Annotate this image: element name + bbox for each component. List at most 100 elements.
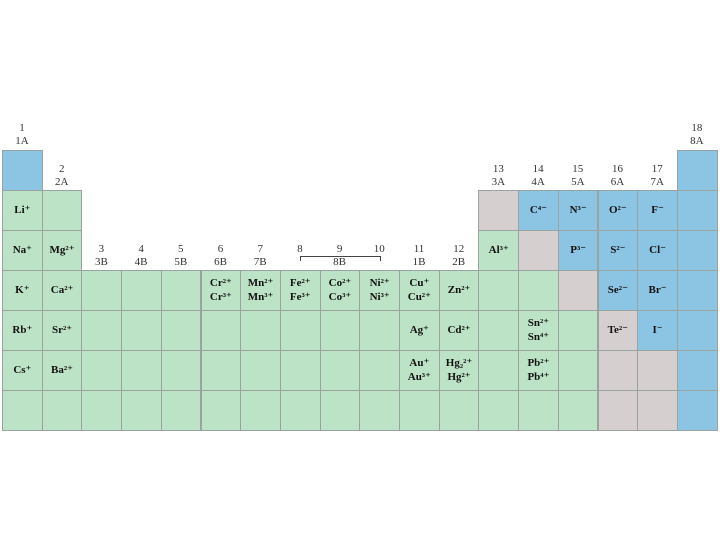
element-cell: Au⁺ Au³⁺ <box>399 350 440 391</box>
element-cell <box>359 310 400 351</box>
group-class: 6A <box>610 176 625 189</box>
ion-label: C⁴⁻ <box>529 203 547 216</box>
ion-label: Pb²⁺ <box>527 356 550 369</box>
element-cell: Li⁺ <box>2 190 43 231</box>
element-cell <box>200 350 242 391</box>
ion-label: Fe²⁺ <box>289 276 311 289</box>
element-cell <box>676 190 718 231</box>
group-number: 10 <box>373 243 385 255</box>
ion-label: S²⁻ <box>610 243 626 256</box>
group-class: 3B <box>94 256 108 269</box>
element-cell <box>557 310 599 351</box>
element-cell <box>121 270 162 311</box>
ion-label: P³⁻ <box>570 243 587 256</box>
group-header: 6 6B <box>201 243 241 269</box>
element-cell <box>557 390 599 431</box>
element-cell <box>478 270 520 311</box>
element-cell <box>240 310 281 351</box>
element-cell <box>557 350 599 391</box>
group-number: 9 <box>336 243 343 255</box>
ion-label: Na⁺ <box>12 243 32 256</box>
group-number: 4 <box>138 243 144 255</box>
ion-label: Ba²⁺ <box>51 363 73 376</box>
group-class: 5A <box>571 176 585 189</box>
element-cell <box>438 390 480 431</box>
element-cell: Cl⁻ <box>637 230 678 271</box>
element-cell: Fe²⁺ Fe³⁺ <box>279 270 321 311</box>
ion-label: Al³⁺ <box>488 243 509 256</box>
ion-label: Co²⁺ <box>328 276 352 289</box>
element-cell <box>557 270 599 311</box>
element-cell <box>518 390 559 431</box>
group-class: 4A <box>531 176 545 189</box>
ion-label: Sn⁴⁺ <box>527 330 550 343</box>
element-cell <box>359 350 400 391</box>
element-cell <box>160 390 202 431</box>
ion-label: Cr³⁺ <box>209 290 232 303</box>
element-cell <box>160 310 202 351</box>
ion-label: Pb⁴⁺ <box>527 370 550 383</box>
element-cell <box>240 390 281 431</box>
ion-label: Te²⁻ <box>607 323 628 336</box>
group-header: 7 7B <box>240 243 280 269</box>
group-number: 5 <box>178 243 184 255</box>
element-cell <box>676 390 718 431</box>
group-header: 15 5A <box>558 163 598 189</box>
element-cell <box>279 390 321 431</box>
ion-label: Mn²⁺ <box>247 276 274 289</box>
element-cell <box>518 230 559 271</box>
group-header: 5 5B <box>161 243 201 269</box>
ion-label: Hg₂²⁺ <box>445 356 473 369</box>
element-cell <box>240 350 281 391</box>
element-cell <box>279 350 321 391</box>
ion-label: O²⁻ <box>609 203 627 216</box>
group-number: 7 <box>257 243 263 255</box>
ion-label: Au³⁺ <box>407 370 431 383</box>
group-header: 1 1A <box>2 122 42 148</box>
ion-label: K⁺ <box>15 283 30 296</box>
element-cell: C⁴⁻ <box>518 190 559 231</box>
element-cell: K⁺ <box>2 270 43 311</box>
group-class: 2A <box>54 176 69 189</box>
element-cell <box>478 310 520 351</box>
group-number: 3 <box>98 243 105 255</box>
ion-label: Rb⁺ <box>12 323 33 336</box>
element-cell: Co²⁺ Co³⁺ <box>319 270 361 311</box>
element-cell <box>478 350 520 391</box>
element-cell <box>676 150 718 191</box>
ion-label: Cu⁺ <box>409 276 430 289</box>
ion-label: Se²⁻ <box>607 283 628 296</box>
ion-label: I⁻ <box>652 323 663 336</box>
ion-label: Au⁺ <box>409 356 430 369</box>
element-cell <box>160 270 202 311</box>
group-class: 4B <box>134 256 148 269</box>
element-cell: Zn²⁺ <box>438 270 480 311</box>
element-cell: F⁻ <box>637 190 678 231</box>
ion-label: Hg²⁺ <box>447 370 471 383</box>
element-cell <box>518 270 559 311</box>
ion-label: Sn²⁺ <box>527 316 550 329</box>
ion-label: Ag⁺ <box>409 323 429 336</box>
group-header: 10 <box>359 243 399 269</box>
ion-label: Br⁻ <box>648 283 667 296</box>
element-cell <box>319 390 361 431</box>
ion-label: F⁻ <box>651 203 664 216</box>
group-header: 11 1B <box>399 243 439 269</box>
group-class: 3A <box>491 176 506 189</box>
element-cell <box>676 310 718 351</box>
group-class: 1B <box>412 256 426 269</box>
group-number: 6 <box>217 243 224 255</box>
element-cell: Te²⁻ <box>597 310 639 351</box>
element-cell: Sn²⁺ Sn⁴⁺ <box>518 310 559 351</box>
ion-label: Cd²⁺ <box>447 323 471 336</box>
group-number: 14 <box>532 163 544 175</box>
element-cell <box>319 350 361 391</box>
element-cell <box>597 390 639 431</box>
group-class: 5B <box>174 256 188 269</box>
element-cell <box>81 390 123 431</box>
ion-label: Zn²⁺ <box>447 283 471 296</box>
group-header: 14 4A <box>518 163 558 189</box>
ion-label: Co³⁺ <box>328 290 352 303</box>
element-cell: Rb⁺ <box>2 310 43 351</box>
